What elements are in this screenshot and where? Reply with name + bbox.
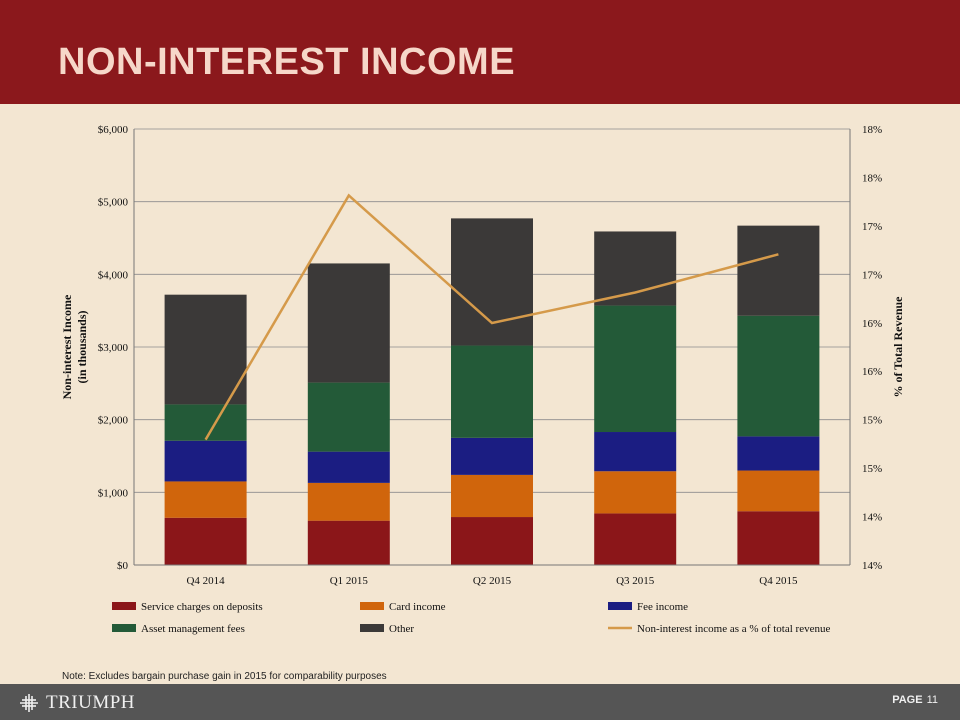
bar-segment — [164, 294, 247, 405]
y-tick-label: $2,000 — [98, 415, 129, 427]
bar-segment — [451, 517, 533, 565]
bar-segment — [307, 520, 390, 565]
legend-swatch — [360, 602, 384, 610]
bar-segment — [737, 225, 820, 316]
y2-tick-label: 14% — [862, 512, 882, 524]
tick-labels: $0 $1,000 $2,000 $3,000 $4,000 $5,000 $6,000 14… — [98, 124, 882, 587]
title-banner: NON-INTEREST INCOME — [0, 0, 960, 104]
bar-series — [164, 218, 820, 565]
y-tick-label: $4,000 — [98, 269, 129, 281]
bar-segment — [451, 218, 533, 346]
legend-label: Asset management fees — [141, 623, 245, 635]
legend-label: Fee income — [637, 601, 688, 613]
y2-tick-label: 15% — [862, 463, 882, 475]
legend-swatch — [360, 624, 384, 632]
logo-text: TRIUMPH — [46, 692, 136, 713]
page-number-value: 11 — [926, 694, 938, 706]
bar-segment — [164, 404, 247, 441]
page-label: PAGE — [892, 694, 923, 706]
bar-segment — [307, 451, 390, 483]
y2-tick-label: 18% — [862, 124, 882, 136]
legend-label: Other — [389, 623, 414, 635]
footnote: Note: Excludes bargain purchase gain in … — [62, 671, 387, 682]
bar-segment — [594, 471, 677, 514]
axis-titles: Non-interest Income (in thousands) % of To… — [60, 294, 905, 399]
y2-tick-label: 17% — [862, 269, 882, 281]
y2-tick-label: 18% — [862, 172, 882, 184]
x-tick-label: Q3 2015 — [616, 575, 655, 587]
y2-tick-label: 14% — [862, 560, 882, 572]
bar-segment — [451, 474, 533, 518]
bar-segment — [164, 517, 247, 565]
y-axis-subtitle: (in thousands) — [75, 310, 89, 383]
y2-tick-label: 15% — [862, 415, 882, 427]
bar-segment — [307, 482, 390, 521]
y-tick-label: $0 — [117, 560, 129, 572]
page-title: NON-INTEREST INCOME — [58, 41, 516, 83]
x-tick-label: Q4 2014 — [186, 575, 225, 587]
percent-line-series — [204, 193, 779, 441]
bar-segment — [307, 263, 390, 383]
y-tick-label: $5,000 — [98, 197, 129, 209]
non-interest-income-chart: $0 $1,000 $2,000 $3,000 $4,000 $5,000 $6,000 14… — [60, 124, 905, 635]
y2-tick-label: 17% — [862, 221, 882, 233]
footer-bar: TRIUMPH PAGE 11 — [0, 684, 960, 720]
x-tick-label: Q4 2015 — [759, 575, 798, 587]
percent-line — [204, 193, 779, 441]
y2-axis-title: % of Total Revenue — [891, 296, 905, 398]
bar-segment — [737, 315, 820, 437]
legend-swatch — [112, 624, 136, 632]
legend-label: Service charges on deposits — [141, 601, 263, 613]
page-number: PAGE 11 — [892, 694, 938, 706]
y-tick-label: $1,000 — [98, 487, 129, 499]
y-axis-title: Non-interest Income — [60, 294, 74, 399]
bar-segment — [451, 437, 533, 475]
bar-segment — [737, 436, 820, 471]
bar-segment — [451, 345, 533, 438]
y2-tick-label: 16% — [862, 366, 882, 378]
chart-legend: Service charges on deposits Card income Fe… — [112, 601, 830, 635]
y-tick-label: $3,000 — [98, 342, 129, 354]
bar-segment — [737, 470, 820, 512]
x-tick-label: Q2 2015 — [473, 575, 512, 587]
bar-segment — [164, 440, 247, 482]
axes — [133, 129, 851, 566]
cross-logo-icon — [20, 694, 38, 712]
bar-segment — [594, 231, 677, 306]
y2-tick-label: 16% — [862, 318, 882, 330]
legend-label: Non-interest income as a % of total reve… — [637, 623, 830, 635]
bar-segment — [307, 382, 390, 452]
y-tick-label: $6,000 — [98, 124, 129, 136]
legend-swatch — [608, 602, 632, 610]
triumph-logo: TRIUMPH — [18, 690, 135, 716]
bar-segment — [594, 513, 677, 565]
x-tick-label: Q1 2015 — [330, 575, 369, 587]
legend-label: Card income — [389, 601, 446, 613]
bar-segment — [164, 481, 247, 518]
bar-segment — [737, 511, 820, 565]
legend-swatch — [112, 602, 136, 610]
bar-segment — [594, 305, 677, 433]
bar-segment — [594, 432, 677, 472]
